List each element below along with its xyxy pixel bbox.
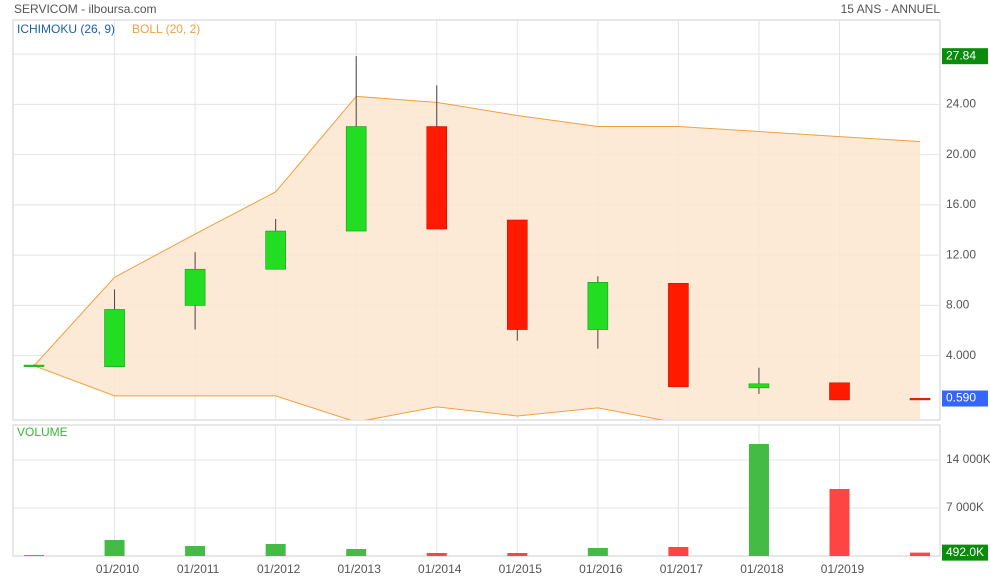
y-tick-label: 12.00 (946, 247, 976, 261)
candle-body (104, 309, 125, 368)
y-tick-label: 24.00 (946, 97, 976, 111)
x-tick-label: 01/2018 (740, 562, 784, 576)
candle-body (909, 398, 931, 401)
x-tick-label: 01/2012 (257, 562, 301, 576)
volume-bar (587, 547, 608, 556)
y-tick-label: 7 000K (946, 500, 984, 514)
volume-bar (24, 554, 44, 556)
value-marker-label: 0.590 (946, 391, 976, 405)
x-tick-label: 01/2010 (96, 562, 140, 576)
value-marker-label: 27.84 (946, 48, 976, 62)
volume-bar (185, 546, 206, 556)
volume-bar (829, 488, 850, 556)
volume-panel: 01/2010 01/2011 01/2012 01/2013 01/2014 01/20… (12, 424, 990, 576)
candles (23, 56, 931, 401)
x-tick-label: 01/2016 (579, 562, 623, 576)
volume-bar (748, 444, 769, 556)
y-tick-label: 20.00 (946, 147, 976, 161)
candle-body (668, 283, 689, 388)
x-tick-label: 01/2015 (499, 562, 543, 576)
volume-bar (668, 546, 689, 556)
chart-subtitle: 15 ANS - ANNUEL (841, 2, 941, 16)
x-tick-label: 01/2019 (821, 562, 865, 576)
volume-bar (426, 553, 447, 556)
volume-bar (346, 548, 367, 556)
band-lower (33, 365, 666, 420)
value-marker-label: 492.0K (946, 545, 984, 559)
volume-bar (104, 540, 125, 556)
y-tick-label: 16.00 (946, 197, 976, 211)
candle-body (184, 268, 206, 306)
candle-body (426, 126, 448, 230)
chart-title: SERVICOM - ilboursa.com (14, 2, 156, 16)
plot-frame (12, 424, 941, 557)
candle-body (587, 282, 609, 330)
candle-body (345, 126, 367, 232)
candle-body (748, 383, 770, 389)
y-tick-label: 4.000 (946, 348, 976, 362)
y-tick-label: 14 000K (946, 452, 990, 466)
band-group (33, 95, 921, 420)
plot-frame (12, 19, 941, 421)
candle-body (506, 219, 528, 330)
candle-body (265, 230, 286, 270)
volume-bar (910, 552, 931, 556)
candle-body (23, 364, 45, 367)
x-tick-label: 01/2014 (418, 562, 462, 576)
value-marker (942, 544, 988, 561)
band-fill (34, 96, 921, 420)
value-marker (942, 390, 988, 407)
price-panel: 4.0008.0012.0016.0020.0024.0028.00ICHIMO… (12, 19, 988, 421)
indicator-legend: BOLL (20, 2) (132, 22, 200, 36)
candle-body (829, 382, 850, 401)
volume-bar (507, 553, 528, 556)
x-tick-label: 01/2017 (660, 562, 704, 576)
x-tick-label: 01/2013 (338, 562, 382, 576)
band-upper (33, 95, 921, 367)
volume-bar (265, 543, 286, 556)
value-marker (942, 48, 988, 65)
x-tick-label: 01/2011 (177, 562, 220, 576)
panel-title: VOLUME (17, 425, 68, 439)
indicator-legend: ICHIMOKU (26, 9) (17, 22, 115, 36)
y-tick-label: 8.00 (946, 298, 970, 312)
